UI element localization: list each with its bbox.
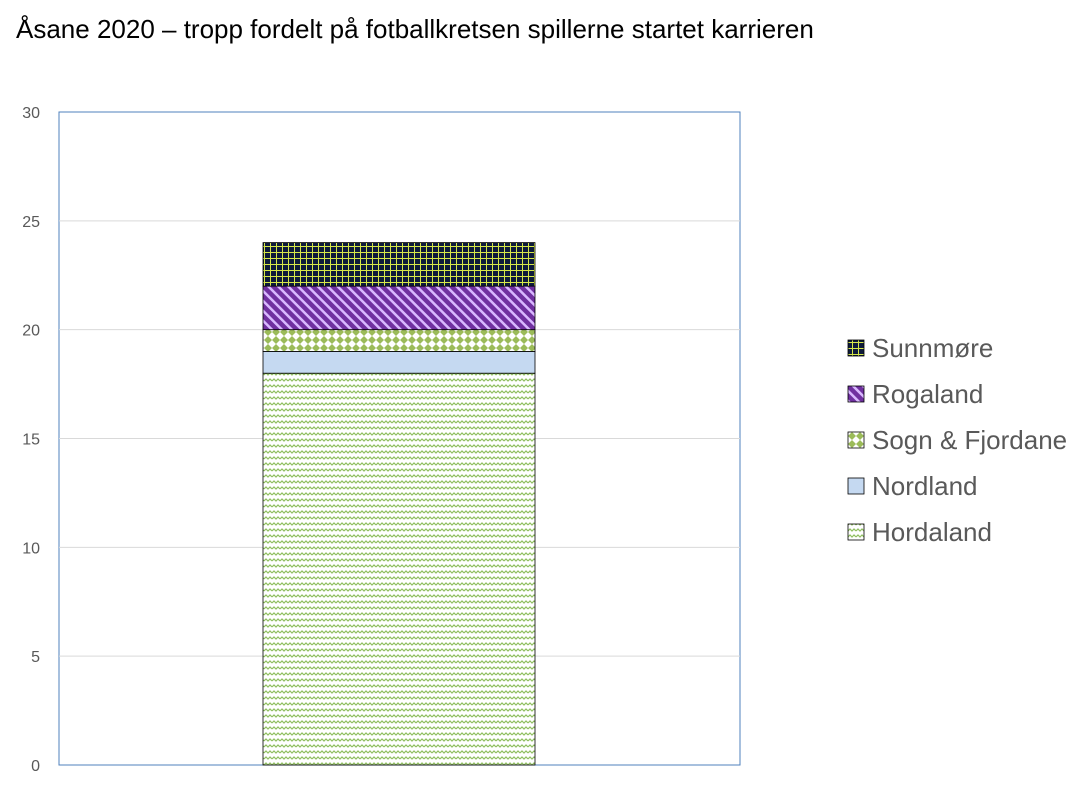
bar-segment-sunnm-re [262,242,536,287]
chart-title: Åsane 2020 – tropp fordelt på fotballkre… [16,14,814,44]
legend-item: Hordaland [847,517,992,547]
y-tick-label: 30 [22,105,40,122]
y-tick-label: 10 [22,540,40,557]
y-tick-label: 5 [31,649,40,666]
legend-swatch [847,385,865,403]
legend-label: Nordland [872,471,978,501]
legend-item: Sunnmøre [847,333,993,363]
legend-label: Hordaland [872,517,992,547]
legend-item: Nordland [847,471,978,501]
legend-item: Sogn & Fjordane [847,425,1067,455]
legend-swatch [847,523,865,541]
legend-label: Sogn & Fjordane [872,425,1067,455]
bar-segment-sogn-fjordane [262,329,536,352]
bar-segments [262,242,536,766]
y-tick-label: 15 [22,432,40,449]
legend-swatch [847,431,865,449]
legend-item: Rogaland [847,379,983,409]
y-axis-tick-labels: 0 5 10 15 20 25 30 [22,105,40,775]
legend-swatch [847,339,865,357]
legend-swatch [847,477,865,495]
bar-segment-rogaland [262,285,536,331]
legend-label: Rogaland [872,379,983,409]
y-tick-label: 25 [22,214,40,231]
bar-segment-hordaland [262,372,536,766]
y-tick-label: 20 [22,323,40,340]
y-tick-label: 0 [31,758,40,775]
legend-label: Sunnmøre [872,333,993,363]
legend: Sunnmøre Rogaland Sogn & Fjordane Nordland H… [847,333,1067,547]
bar-segment-nordland [262,351,536,374]
